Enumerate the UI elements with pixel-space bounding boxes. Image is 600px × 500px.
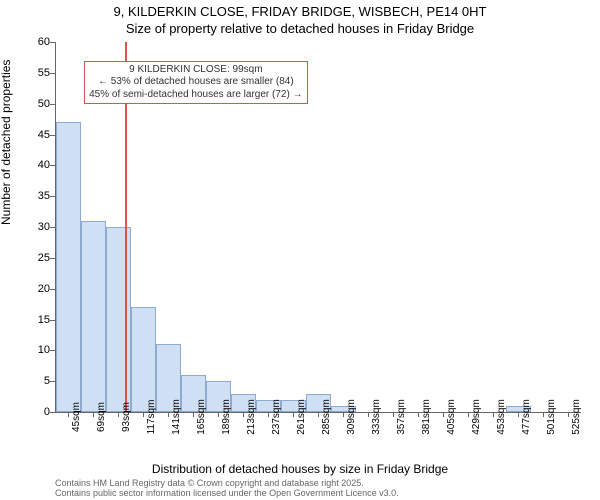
x-tick-mark <box>543 412 544 417</box>
attribution-line1: Contains HM Land Registry data © Crown c… <box>55 478 364 488</box>
x-tick-mark <box>218 412 219 417</box>
x-tick-mark <box>468 412 469 417</box>
y-tick-label: 10 <box>38 344 50 356</box>
y-tick-mark <box>50 289 55 290</box>
x-tick-label: 477sqm <box>521 399 532 435</box>
annotation-box: 9 KILDERKIN CLOSE: 99sqm← 53% of detache… <box>84 61 307 105</box>
y-tick-mark <box>50 165 55 166</box>
y-axis-label: Number of detached properties <box>0 60 13 225</box>
x-tick-mark <box>318 412 319 417</box>
annotation-line: 9 KILDERKIN CLOSE: 99sqm <box>89 64 302 77</box>
y-tick-mark <box>50 227 55 228</box>
x-tick-mark <box>368 412 369 417</box>
chart-title-line1: 9, KILDERKIN CLOSE, FRIDAY BRIDGE, WISBE… <box>0 4 600 19</box>
y-tick-label: 50 <box>38 98 50 110</box>
y-tick-label: 60 <box>38 36 50 48</box>
annotation-line: 45% of semi-detached houses are larger (… <box>89 89 302 102</box>
y-tick-label: 45 <box>38 129 50 141</box>
x-tick-mark <box>93 412 94 417</box>
x-tick-label: 501sqm <box>546 399 557 435</box>
x-tick-label: 45sqm <box>71 402 82 432</box>
x-tick-mark <box>243 412 244 417</box>
x-tick-mark <box>68 412 69 417</box>
x-tick-label: 525sqm <box>571 399 582 435</box>
x-tick-mark <box>293 412 294 417</box>
y-tick-label: 40 <box>38 159 50 171</box>
x-tick-mark <box>168 412 169 417</box>
x-tick-mark <box>393 412 394 417</box>
y-tick-label: 20 <box>38 283 50 295</box>
x-tick-label: 237sqm <box>271 399 282 435</box>
x-tick-mark <box>493 412 494 417</box>
y-tick-mark <box>50 258 55 259</box>
attribution-line2: Contains public sector information licen… <box>55 488 399 498</box>
y-tick-mark <box>50 42 55 43</box>
x-tick-mark <box>568 412 569 417</box>
y-tick-label: 25 <box>38 252 50 264</box>
histogram-bar <box>81 221 106 412</box>
y-tick-mark <box>50 73 55 74</box>
y-tick-label: 15 <box>38 314 50 326</box>
x-tick-label: 405sqm <box>446 399 457 435</box>
x-tick-label: 285sqm <box>321 399 332 435</box>
x-axis-label: Distribution of detached houses by size … <box>0 462 600 476</box>
x-tick-label: 429sqm <box>471 399 482 435</box>
x-tick-label: 117sqm <box>146 400 157 435</box>
y-tick-mark <box>50 350 55 351</box>
histogram-bar <box>131 307 156 412</box>
y-tick-mark <box>50 135 55 136</box>
x-tick-mark <box>143 412 144 417</box>
y-tick-label: 30 <box>38 221 50 233</box>
y-tick-mark <box>50 196 55 197</box>
histogram-bar <box>106 227 131 412</box>
attribution-text: Contains HM Land Registry data © Crown c… <box>55 478 399 499</box>
y-tick-mark <box>50 104 55 105</box>
x-tick-mark <box>443 412 444 417</box>
histogram-bar <box>56 122 81 412</box>
x-tick-label: 357sqm <box>396 399 407 435</box>
annotation-line: ← 53% of detached houses are smaller (84… <box>89 76 302 89</box>
x-tick-label: 213sqm <box>246 399 257 435</box>
x-tick-label: 69sqm <box>96 402 107 432</box>
x-tick-label: 381sqm <box>421 399 432 435</box>
y-tick-label: 35 <box>38 190 50 202</box>
x-tick-label: 309sqm <box>346 399 357 435</box>
y-tick-mark <box>50 381 55 382</box>
x-tick-mark <box>418 412 419 417</box>
x-tick-mark <box>343 412 344 417</box>
x-tick-label: 453sqm <box>496 399 507 435</box>
chart-title-line2: Size of property relative to detached ho… <box>0 21 600 36</box>
x-tick-label: 93sqm <box>121 402 132 432</box>
y-tick-mark <box>50 412 55 413</box>
x-tick-mark <box>268 412 269 417</box>
x-tick-mark <box>518 412 519 417</box>
x-tick-label: 165sqm <box>196 399 207 435</box>
x-tick-label: 333sqm <box>371 399 382 435</box>
y-tick-label: 55 <box>38 67 50 79</box>
plot-area: 9 KILDERKIN CLOSE: 99sqm← 53% of detache… <box>55 42 581 413</box>
x-tick-label: 189sqm <box>221 399 232 435</box>
x-tick-label: 261sqm <box>296 399 307 435</box>
chart-container: 9, KILDERKIN CLOSE, FRIDAY BRIDGE, WISBE… <box>0 0 600 500</box>
x-tick-mark <box>118 412 119 417</box>
y-tick-mark <box>50 320 55 321</box>
x-tick-label: 141sqm <box>171 399 182 435</box>
x-tick-mark <box>193 412 194 417</box>
